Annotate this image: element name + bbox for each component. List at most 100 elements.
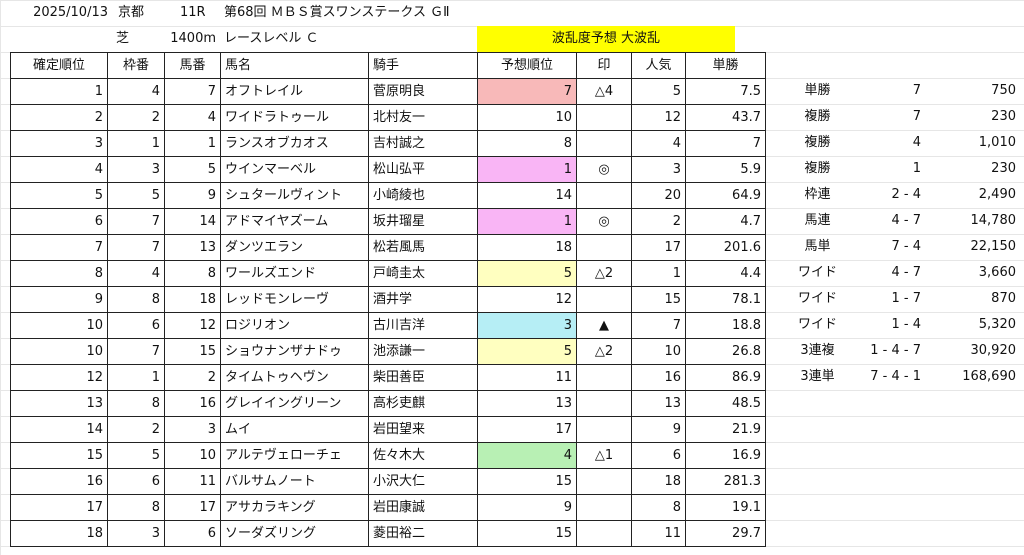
cell-name[interactable]: ダンツエラン (220, 234, 369, 261)
cell-waku[interactable]: 7 (107, 234, 165, 261)
payout-combo[interactable]: 4 (912, 135, 921, 150)
cell-mark[interactable] (576, 390, 632, 417)
cell-rank[interactable]: 8 (10, 260, 108, 287)
cell-name[interactable]: オフトレイル (220, 78, 369, 105)
cell-rank[interactable]: 17 (10, 494, 108, 521)
cell-mark[interactable]: ◎ (576, 208, 632, 235)
cell-rank[interactable]: 4 (10, 156, 108, 183)
cell-pop[interactable]: 18 (631, 468, 686, 495)
cell-mark[interactable] (576, 520, 632, 547)
cell-rank[interactable]: 2 (10, 104, 108, 131)
cell-name[interactable]: アサカラキング (220, 494, 369, 521)
payout-type[interactable]: 単勝 (804, 83, 831, 98)
cell-mark[interactable] (576, 416, 632, 443)
header-odds[interactable]: 単勝 (685, 52, 766, 79)
cell-jockey[interactable]: 酒井学 (368, 286, 478, 313)
cell-jockey[interactable]: 坂井瑠星 (368, 208, 478, 235)
cell-rank[interactable]: 18 (10, 520, 108, 547)
cell-mark[interactable] (576, 494, 632, 521)
cell-waku[interactable]: 4 (107, 260, 165, 287)
cell-jockey[interactable]: 小沢大仁 (368, 468, 478, 495)
cell-pred[interactable]: 12 (477, 286, 577, 313)
cell-pred[interactable]: 15 (477, 520, 577, 547)
header-jockey[interactable]: 騎手 (368, 52, 478, 79)
cell-rank[interactable]: 15 (10, 442, 108, 469)
cell-uma[interactable]: 12 (164, 312, 221, 339)
cell-pred[interactable]: 9 (477, 494, 577, 521)
cell-jockey[interactable]: 岩田康誠 (368, 494, 478, 521)
cell-mark[interactable]: ◎ (576, 156, 632, 183)
header-waku[interactable]: 枠番 (107, 52, 165, 79)
cell-rank[interactable]: 10 (10, 338, 108, 365)
cell-pop[interactable]: 9 (631, 416, 686, 443)
payout-type[interactable]: 複勝 (804, 109, 831, 124)
payout-combo[interactable]: 1 - 4 (891, 317, 922, 332)
payout-amount[interactable]: 3,660 (978, 265, 1016, 280)
cell-pred[interactable]: 14 (477, 182, 577, 209)
race-level[interactable]: レースレベル Ｃ (224, 31, 319, 46)
cell-mark[interactable] (576, 286, 632, 313)
payout-type[interactable]: 馬単 (804, 239, 831, 254)
cell-name[interactable]: ワールズエンド (220, 260, 369, 287)
cell-name[interactable]: ワイドラトゥール (220, 104, 369, 131)
header-mark[interactable]: 印 (576, 52, 632, 79)
cell-jockey[interactable]: 佐々木大 (368, 442, 478, 469)
cell-pred[interactable]: 5 (477, 338, 577, 365)
payout-type[interactable]: 複勝 (804, 135, 831, 150)
cell-pop[interactable]: 11 (631, 520, 686, 547)
race-name[interactable]: 第68回 ＭＢＳ賞スワンステークス ＧⅡ (224, 5, 450, 20)
cell-mark[interactable] (576, 182, 632, 209)
cell-odds[interactable]: 43.7 (685, 104, 766, 131)
cell-odds[interactable]: 19.1 (685, 494, 766, 521)
cell-uma[interactable]: 16 (164, 390, 221, 417)
cell-pred[interactable]: 7 (477, 78, 577, 105)
header-name[interactable]: 馬名 (220, 52, 369, 79)
cell-odds[interactable]: 4.7 (685, 208, 766, 235)
cell-jockey[interactable]: 高杉吏麒 (368, 390, 478, 417)
cell-uma[interactable]: 8 (164, 260, 221, 287)
payout-amount[interactable]: 30,920 (970, 343, 1017, 358)
race-venue[interactable]: 京都 (118, 5, 145, 20)
cell-odds[interactable]: 21.9 (685, 416, 766, 443)
cell-jockey[interactable]: 小崎綾也 (368, 182, 478, 209)
cell-odds[interactable]: 86.9 (685, 364, 766, 391)
payout-combo[interactable]: 7 (912, 83, 921, 98)
cell-odds[interactable]: 48.5 (685, 390, 766, 417)
cell-jockey[interactable]: 吉村誠之 (368, 130, 478, 157)
cell-odds[interactable]: 201.6 (685, 234, 766, 261)
cell-name[interactable]: グレイイングリーン (220, 390, 369, 417)
payout-amount[interactable]: 22,150 (970, 239, 1017, 254)
cell-waku[interactable]: 8 (107, 494, 165, 521)
payout-type[interactable]: 3連単 (800, 369, 835, 384)
cell-waku[interactable]: 8 (107, 390, 165, 417)
cell-odds[interactable]: 5.9 (685, 156, 766, 183)
cell-pop[interactable]: 15 (631, 286, 686, 313)
cell-jockey[interactable]: 岩田望来 (368, 416, 478, 443)
cell-odds[interactable]: 7 (685, 130, 766, 157)
cell-waku[interactable]: 6 (107, 468, 165, 495)
cell-pred[interactable]: 10 (477, 104, 577, 131)
race-surface[interactable]: 芝 (116, 31, 130, 46)
cell-mark[interactable]: △4 (576, 78, 632, 105)
cell-waku[interactable]: 7 (107, 208, 165, 235)
cell-mark[interactable] (576, 468, 632, 495)
cell-name[interactable]: ロジリオン (220, 312, 369, 339)
cell-uma[interactable]: 4 (164, 104, 221, 131)
cell-name[interactable]: ソーダズリング (220, 520, 369, 547)
cell-jockey[interactable]: 北村友一 (368, 104, 478, 131)
cell-jockey[interactable]: 古川吉洋 (368, 312, 478, 339)
payout-type[interactable]: ワイド (797, 291, 837, 306)
cell-jockey[interactable]: 池添謙一 (368, 338, 478, 365)
payout-amount[interactable]: 1,010 (978, 135, 1016, 150)
header-uma[interactable]: 馬番 (164, 52, 221, 79)
cell-rank[interactable]: 6 (10, 208, 108, 235)
cell-pop[interactable]: 12 (631, 104, 686, 131)
cell-pred[interactable]: 11 (477, 364, 577, 391)
cell-name[interactable]: ムイ (220, 416, 369, 443)
cell-uma[interactable]: 3 (164, 416, 221, 443)
cell-name[interactable]: アルテヴェローチェ (220, 442, 369, 469)
cell-mark[interactable]: ▲ (576, 312, 632, 339)
cell-uma[interactable]: 14 (164, 208, 221, 235)
cell-pred[interactable]: 18 (477, 234, 577, 261)
payout-combo[interactable]: 1 - 7 (891, 291, 922, 306)
